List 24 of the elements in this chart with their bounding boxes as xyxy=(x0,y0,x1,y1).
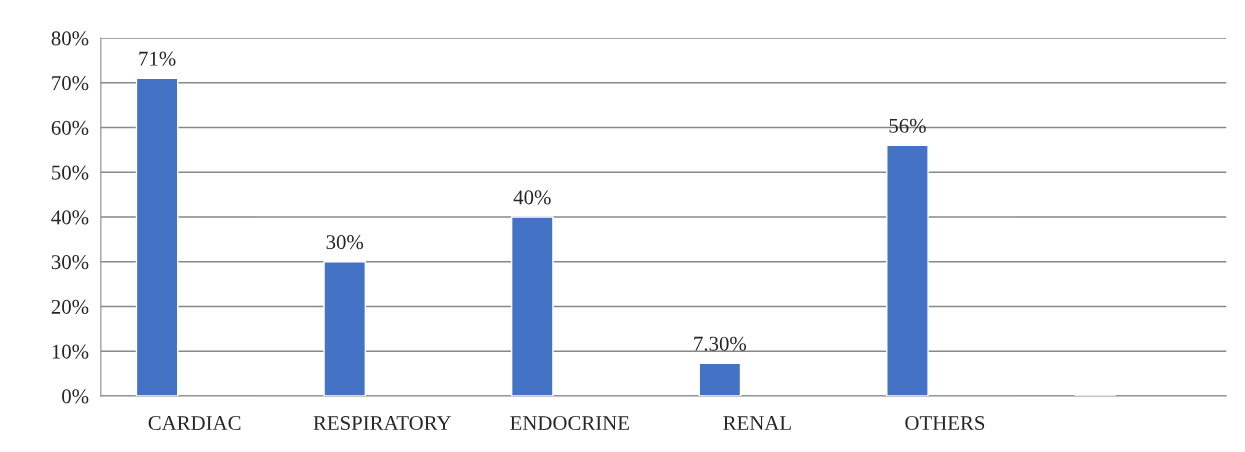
y-tick-label: 70% xyxy=(52,76,89,91)
y-tick-label: 0% xyxy=(62,389,89,404)
x-tick-label: RESPIRATORY xyxy=(313,416,451,431)
data-label: 71% xyxy=(139,51,176,66)
x-tick-label: RENAL xyxy=(723,416,791,430)
x-tick-label: OTHERS xyxy=(905,416,985,431)
y-tick-label: 40% xyxy=(51,210,89,225)
y-tick-label: 10% xyxy=(52,344,89,359)
data-label: 7.30% xyxy=(694,336,747,351)
y-tick-label: 20% xyxy=(51,299,89,314)
bar xyxy=(510,216,554,396)
y-tick-label: 60% xyxy=(51,120,89,135)
y-tick-label: 50% xyxy=(52,165,89,180)
bar xyxy=(135,77,179,396)
y-tick-label: 80% xyxy=(51,31,89,46)
data-label: 56% xyxy=(889,118,926,133)
data-label: 40% xyxy=(513,190,551,205)
y-tick-label: 30% xyxy=(51,255,89,270)
bar xyxy=(698,362,742,396)
bar xyxy=(323,261,367,396)
x-tick-label: CARDIAC xyxy=(148,416,241,431)
data-label: 30% xyxy=(326,235,364,250)
x-tick-label: ENDOCRINE xyxy=(510,416,629,431)
bar xyxy=(886,144,929,396)
